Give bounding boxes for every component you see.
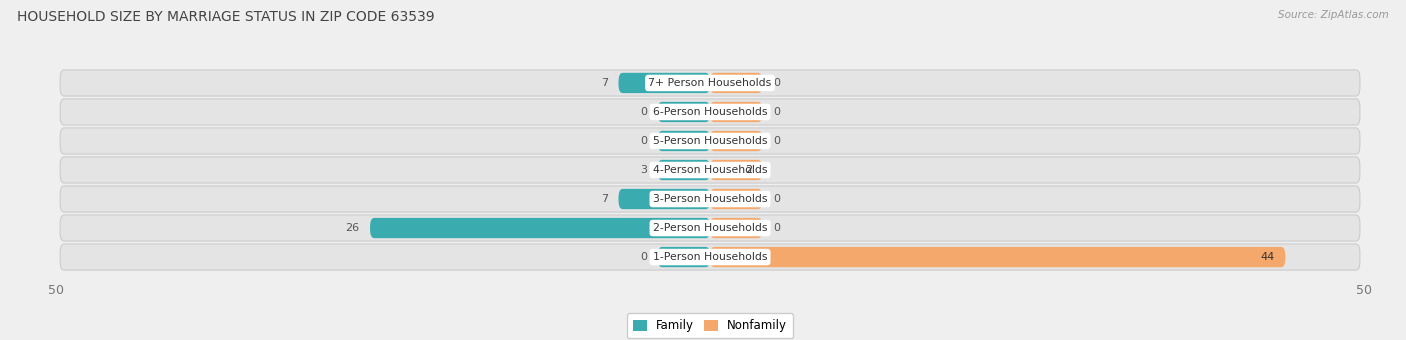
FancyBboxPatch shape — [710, 131, 762, 151]
Legend: Family, Nonfamily: Family, Nonfamily — [627, 313, 793, 338]
Text: 0: 0 — [773, 136, 780, 146]
Text: 0: 0 — [640, 136, 647, 146]
Text: Source: ZipAtlas.com: Source: ZipAtlas.com — [1278, 10, 1389, 20]
Text: 0: 0 — [773, 78, 780, 88]
FancyBboxPatch shape — [619, 189, 710, 209]
Text: 7+ Person Households: 7+ Person Households — [648, 78, 772, 88]
FancyBboxPatch shape — [60, 99, 1360, 125]
Text: 2-Person Households: 2-Person Households — [652, 223, 768, 233]
Text: 0: 0 — [640, 107, 647, 117]
FancyBboxPatch shape — [60, 244, 1360, 270]
FancyBboxPatch shape — [710, 189, 762, 209]
Text: HOUSEHOLD SIZE BY MARRIAGE STATUS IN ZIP CODE 63539: HOUSEHOLD SIZE BY MARRIAGE STATUS IN ZIP… — [17, 10, 434, 24]
Text: 0: 0 — [773, 107, 780, 117]
FancyBboxPatch shape — [658, 102, 710, 122]
Text: 7: 7 — [600, 194, 607, 204]
FancyBboxPatch shape — [370, 218, 710, 238]
FancyBboxPatch shape — [658, 247, 710, 267]
Text: 3-Person Households: 3-Person Households — [652, 194, 768, 204]
Text: 0: 0 — [640, 252, 647, 262]
Text: 26: 26 — [346, 223, 360, 233]
FancyBboxPatch shape — [60, 70, 1360, 96]
Text: 5-Person Households: 5-Person Households — [652, 136, 768, 146]
FancyBboxPatch shape — [710, 160, 762, 180]
FancyBboxPatch shape — [710, 73, 762, 93]
FancyBboxPatch shape — [710, 218, 762, 238]
Text: 2: 2 — [745, 165, 752, 175]
Text: 0: 0 — [773, 223, 780, 233]
FancyBboxPatch shape — [60, 215, 1360, 241]
FancyBboxPatch shape — [60, 128, 1360, 154]
Text: 1-Person Households: 1-Person Households — [652, 252, 768, 262]
FancyBboxPatch shape — [60, 157, 1360, 183]
FancyBboxPatch shape — [710, 102, 762, 122]
FancyBboxPatch shape — [710, 247, 1285, 267]
Text: 4-Person Households: 4-Person Households — [652, 165, 768, 175]
FancyBboxPatch shape — [658, 160, 710, 180]
FancyBboxPatch shape — [60, 186, 1360, 212]
FancyBboxPatch shape — [619, 73, 710, 93]
Text: 0: 0 — [773, 194, 780, 204]
Text: 44: 44 — [1261, 252, 1275, 262]
Text: 6-Person Households: 6-Person Households — [652, 107, 768, 117]
FancyBboxPatch shape — [658, 131, 710, 151]
Text: 7: 7 — [600, 78, 607, 88]
Text: 3: 3 — [640, 165, 647, 175]
